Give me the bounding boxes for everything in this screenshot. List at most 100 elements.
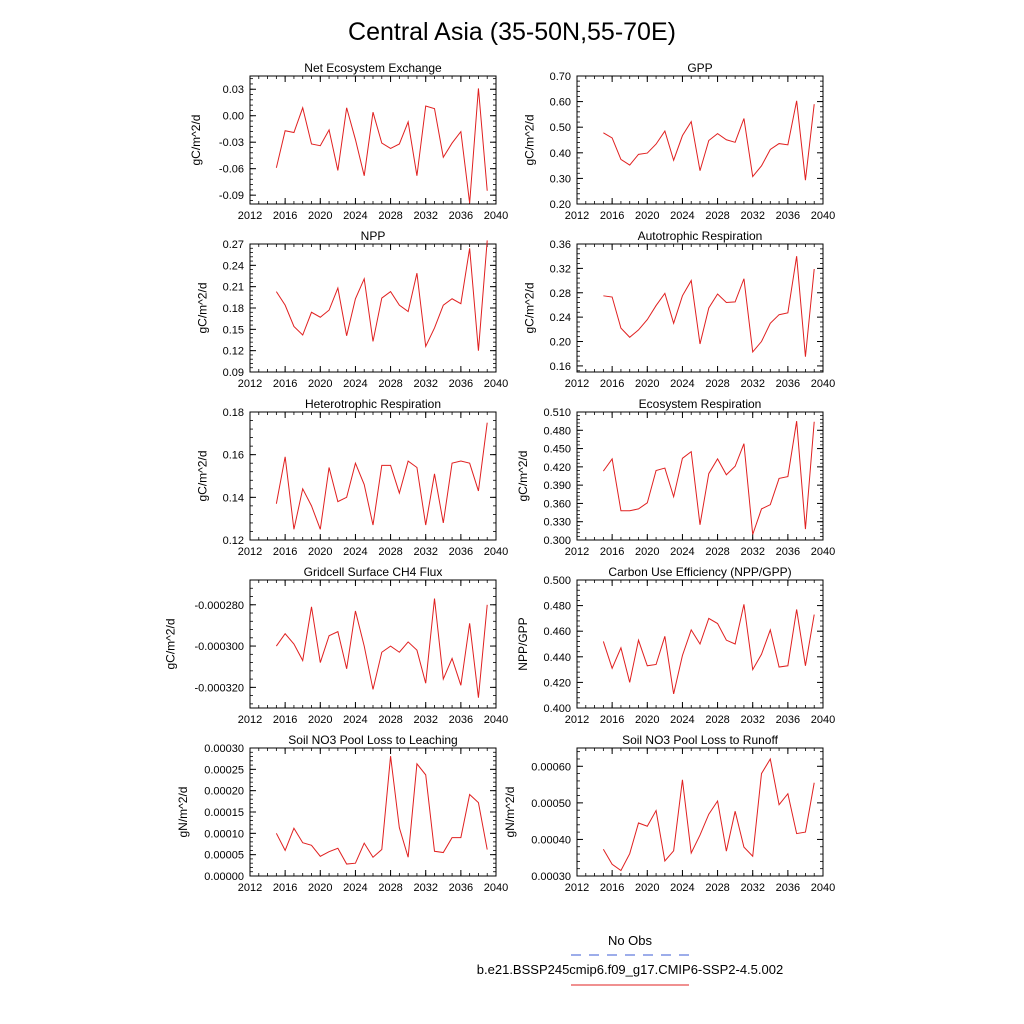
x-tick-label: 2032 [740, 378, 764, 390]
x-tick-label: 2024 [343, 546, 367, 558]
y-tick-label: 0.300 [543, 535, 571, 547]
legend-label-ssp245: b.e21.BSSP245cmip6.f09_g17.CMIP6-SSP2-4.… [477, 962, 783, 977]
x-tick-label: 2024 [670, 546, 694, 558]
panel-title: GPP [687, 61, 712, 75]
series-line [275, 422, 488, 530]
x-tick-label: 2036 [449, 714, 473, 726]
y-tick-label: -0.06 [219, 164, 244, 176]
y-tick-label: 0.00 [223, 111, 244, 123]
y-tick-label: 0.28 [550, 288, 571, 300]
x-tick-label: 2024 [343, 210, 367, 222]
y-tick-label: 0.20 [550, 337, 571, 349]
y-tick-label: 0.09 [223, 367, 244, 379]
y-tick-label: 0.390 [543, 480, 571, 492]
x-tick-label: 2032 [413, 882, 437, 894]
x-tick-label: 2028 [705, 714, 729, 726]
y-tick-label: 0.14 [223, 492, 244, 504]
x-tick-label: 2020 [635, 378, 659, 390]
x-tick-label: 2032 [413, 546, 437, 558]
y-tick-label: -0.03 [219, 137, 244, 149]
x-tick-label: 2024 [343, 714, 367, 726]
x-tick-label: 2020 [635, 714, 659, 726]
y-axis-label: gC/m^2/d [163, 619, 177, 670]
y-tick-label: 0.00000 [204, 871, 244, 883]
x-tick-label: 2024 [670, 210, 694, 222]
panel-title: Heterotrophic Respiration [305, 397, 441, 411]
panel-8: Soil NO3 Pool Loss to Leaching 2012 2016 20… [176, 733, 508, 894]
y-axis-label: NPP/GPP [516, 617, 530, 670]
x-tick-label: 2040 [811, 714, 835, 726]
panel-title: Autotrophic Respiration [638, 229, 763, 243]
figure-title: Central Asia (35-50N,55-70E) [348, 18, 676, 46]
y-axis-label: gN/m^2/d [503, 787, 517, 838]
y-tick-label: 0.510 [543, 407, 571, 419]
x-tick-label: 2028 [378, 714, 402, 726]
x-tick-label: 2032 [740, 546, 764, 558]
x-tick-label: 2036 [449, 210, 473, 222]
legend: No Obs b.e21.BSSP245cmip6.f09_g17.CMIP6-… [477, 933, 783, 986]
x-tick-label: 2016 [600, 714, 624, 726]
y-tick-label: 0.420 [543, 462, 571, 474]
y-axis-label: gC/m^2/d [516, 451, 530, 502]
x-tick-label: 2032 [740, 210, 764, 222]
y-tick-label: 0.40 [550, 148, 571, 160]
y-tick-label: 0.450 [543, 444, 571, 456]
panel-1: GPP 2012 2016 2020 2024 2028 2032 2036 2040 0.20 0… [522, 61, 835, 222]
x-tick-label: 2032 [740, 714, 764, 726]
x-tick-label: 2032 [413, 714, 437, 726]
panel-title: Gridcell Surface CH4 Flux [304, 565, 443, 579]
y-tick-label: 0.18 [223, 407, 244, 419]
x-tick-label: 2032 [413, 210, 437, 222]
series-line [602, 757, 815, 872]
y-tick-label: 0.00040 [531, 834, 571, 846]
y-tick-label: 0.00010 [204, 828, 244, 840]
x-tick-label: 2016 [273, 546, 297, 558]
plot-frame [249, 411, 497, 541]
panel-0: Net Ecosystem Exchange 2012 2016 2020 2024 20… [189, 61, 508, 222]
y-tick-label: 0.00030 [204, 743, 244, 755]
panel-5: Ecosystem Respiration 2012 2016 2020 2024 202… [516, 397, 835, 558]
x-tick-label: 2036 [449, 546, 473, 558]
series-line [603, 100, 815, 181]
x-tick-label: 2028 [705, 546, 729, 558]
x-tick-label: 2028 [378, 882, 402, 894]
panel-6: Gridcell Surface CH4 Flux 2012 2016 2020 202… [163, 565, 508, 726]
panel-title: Soil NO3 Pool Loss to Runoff [622, 733, 779, 747]
x-tick-label: 2036 [776, 378, 800, 390]
y-tick-label: 0.360 [543, 498, 571, 510]
x-tick-label: 2020 [635, 882, 659, 894]
x-tick-label: 2040 [484, 210, 508, 222]
panels: Net Ecosystem Exchange 2012 2016 2020 2024 20… [163, 61, 835, 894]
y-tick-label: 0.21 [223, 282, 244, 294]
panel-title: NPP [361, 229, 386, 243]
y-axis-label: gC/m^2/d [189, 115, 203, 166]
y-tick-label: 0.480 [543, 601, 571, 613]
y-axis-label: gC/m^2/d [195, 283, 209, 334]
x-tick-label: 2040 [484, 714, 508, 726]
x-tick-label: 2016 [600, 546, 624, 558]
x-tick-label: 2036 [776, 210, 800, 222]
x-tick-label: 2036 [776, 882, 800, 894]
x-tick-label: 2040 [811, 210, 835, 222]
panel-title: Carbon Use Efficiency (NPP/GPP) [608, 565, 791, 579]
y-tick-label: 0.460 [543, 626, 571, 638]
x-tick-label: 2012 [565, 714, 589, 726]
panel-4: Heterotrophic Respiration 2012 2016 2020 202… [195, 397, 508, 558]
x-tick-label: 2012 [238, 210, 262, 222]
x-tick-label: 2040 [811, 546, 835, 558]
x-tick-label: 2016 [273, 714, 297, 726]
x-tick-label: 2036 [776, 546, 800, 558]
y-tick-label: -0.000280 [194, 600, 244, 612]
y-tick-label: 0.18 [223, 303, 244, 315]
series-line [603, 256, 815, 357]
x-tick-label: 2012 [238, 882, 262, 894]
series-line [602, 421, 815, 535]
plot-frame [576, 747, 824, 877]
y-axis-label: gN/m^2/d [176, 787, 190, 838]
y-tick-label: 0.480 [543, 425, 571, 437]
series-line [602, 604, 815, 695]
x-tick-label: 2036 [776, 714, 800, 726]
y-tick-label: -0.000300 [194, 641, 244, 653]
y-tick-label: 0.24 [550, 312, 571, 324]
